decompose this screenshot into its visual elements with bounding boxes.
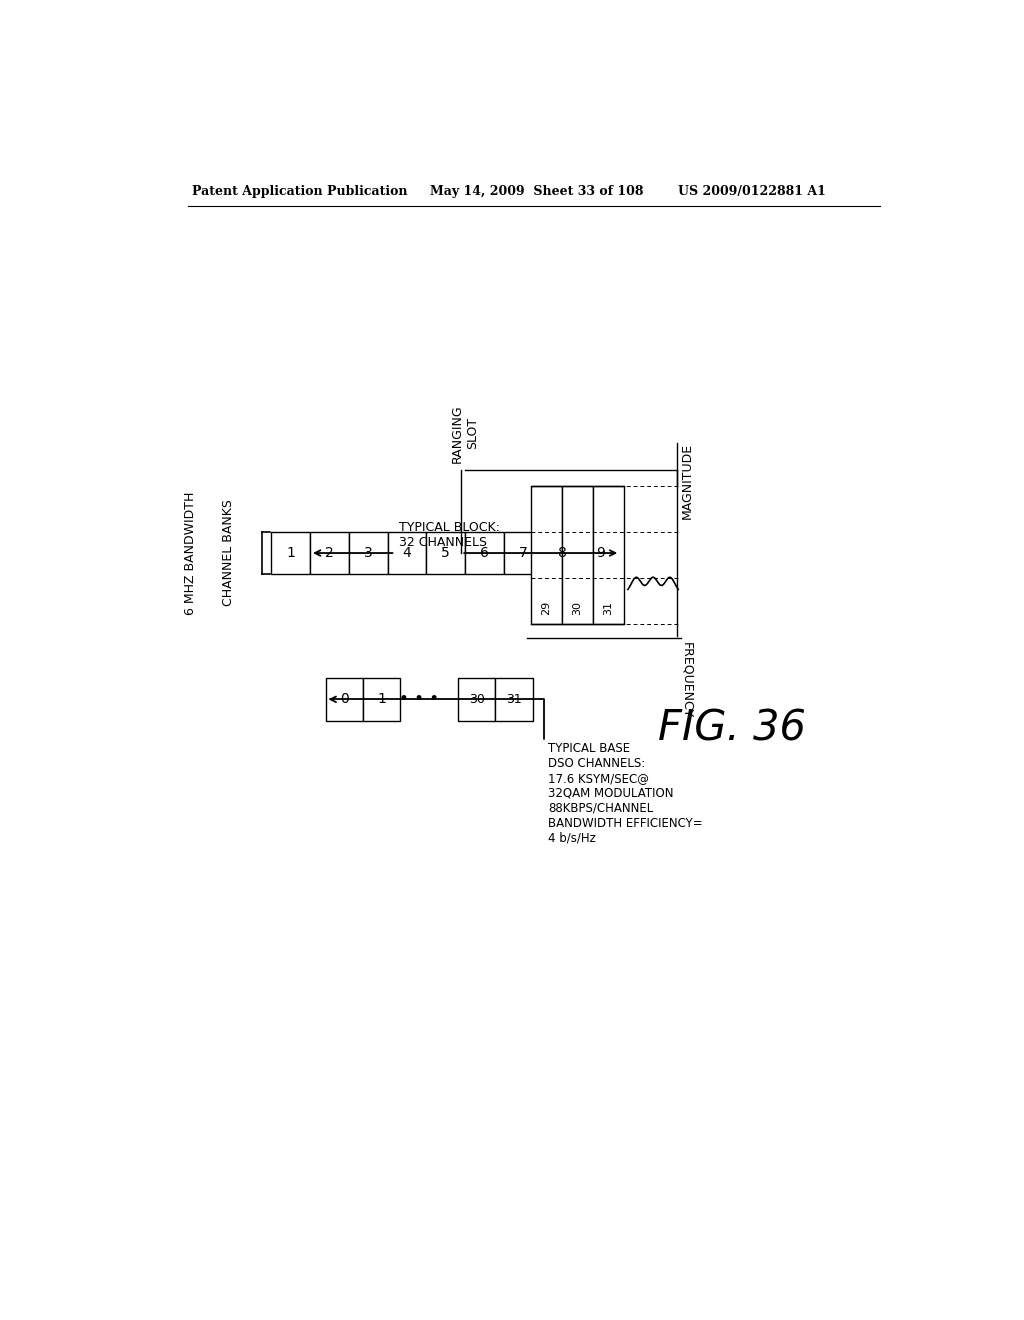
Text: 7: 7: [519, 546, 527, 560]
Text: 6 MHZ BANDWIDTH: 6 MHZ BANDWIDTH: [183, 491, 197, 615]
Bar: [426, 532, 465, 574]
Bar: [362, 678, 400, 721]
Text: 1: 1: [377, 692, 386, 706]
Text: MAGNITUDE: MAGNITUDE: [681, 444, 693, 520]
Text: May 14, 2009  Sheet 33 of 108: May 14, 2009 Sheet 33 of 108: [430, 185, 644, 198]
Text: 6: 6: [480, 546, 488, 560]
Text: CHANNEL BANKS: CHANNEL BANKS: [222, 499, 236, 606]
Text: 29: 29: [542, 601, 552, 615]
Bar: [582, 532, 621, 574]
Text: 9: 9: [596, 546, 605, 560]
Text: TYPICAL BASE
DSO CHANNELS:
17.6 KSYM/SEC@
32QAM MODULATION
88KBPS/CHANNEL
BANDWI: TYPICAL BASE DSO CHANNELS: 17.6 KSYM/SEC…: [548, 742, 702, 845]
Text: 5: 5: [441, 546, 451, 560]
Text: 2: 2: [326, 546, 334, 560]
Bar: [326, 678, 362, 721]
Bar: [271, 532, 310, 574]
Text: 30: 30: [572, 601, 583, 615]
Text: 0: 0: [340, 692, 348, 706]
Text: TYPICAL BLOCK:
32 CHANNELS: TYPICAL BLOCK: 32 CHANNELS: [399, 521, 500, 549]
Text: 31: 31: [603, 601, 613, 615]
Bar: [504, 532, 543, 574]
Text: FREQUENCY: FREQUENCY: [681, 642, 693, 718]
Text: 4: 4: [402, 546, 412, 560]
Text: 30: 30: [469, 693, 484, 706]
Bar: [593, 486, 624, 624]
Text: 1: 1: [287, 546, 295, 560]
Text: RANGING
SLOT: RANGING SLOT: [452, 404, 479, 462]
Text: FIG. 36: FIG. 36: [658, 708, 807, 750]
Bar: [465, 532, 504, 574]
Bar: [496, 678, 532, 721]
Bar: [543, 532, 582, 574]
Bar: [310, 532, 349, 574]
Text: 8: 8: [557, 546, 566, 560]
Text: 3: 3: [364, 546, 373, 560]
Text: Patent Application Publication: Patent Application Publication: [191, 185, 408, 198]
Bar: [562, 486, 593, 624]
Bar: [531, 486, 562, 624]
Bar: [349, 532, 388, 574]
Text: US 2009/0122881 A1: US 2009/0122881 A1: [678, 185, 826, 198]
Text: 31: 31: [506, 693, 522, 706]
Text: • • •: • • •: [399, 690, 439, 709]
Bar: [458, 678, 496, 721]
Bar: [388, 532, 426, 574]
